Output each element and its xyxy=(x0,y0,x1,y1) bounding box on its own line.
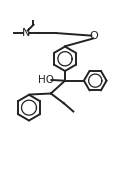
Text: N: N xyxy=(22,28,30,38)
Text: O: O xyxy=(89,31,98,41)
Text: HO: HO xyxy=(38,75,54,85)
